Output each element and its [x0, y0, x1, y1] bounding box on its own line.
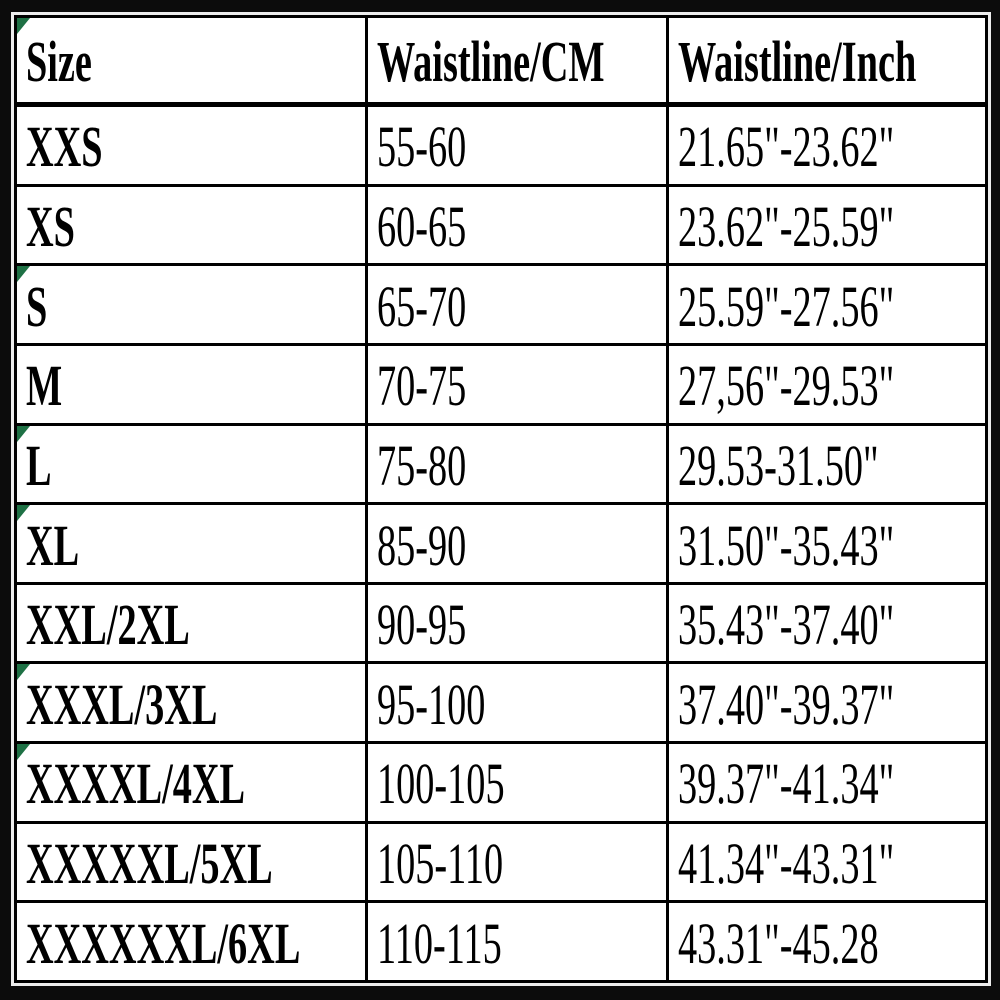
waistline-inch-value: 23.62"-25.59": [678, 194, 895, 260]
size-value: XL: [26, 512, 80, 578]
cell-size: XXS: [14, 103, 368, 187]
cell-size: XXXL/3XL: [14, 661, 368, 745]
table-row-xxs: XXS 55-60 21.65"-23.62": [14, 103, 988, 187]
waistline-cm-value: 90-95: [377, 592, 467, 658]
cell-waistline-cm: 65-70: [365, 263, 669, 347]
size-value: XXXXL/4XL: [26, 751, 246, 817]
cell-size: XS: [14, 183, 368, 267]
waistline-inch-value: 29.53-31.50": [678, 432, 879, 498]
cell-waistline-inch: 35.43"-37.40": [666, 581, 988, 665]
cell-size: XXXXL/4XL: [14, 741, 368, 824]
column-header-waistline-cm: Waistline/CM: [365, 15, 669, 107]
waistline-inch-value: 27,56"-29.53": [678, 353, 895, 419]
waistline-cm-value: 70-75: [377, 353, 467, 419]
cell-flag-triangle-icon: [18, 427, 30, 442]
cell-waistline-cm: 100-105: [365, 741, 669, 824]
cell-waistline-cm: 75-80: [365, 422, 669, 506]
waistline-inch-value: 37.40"-39.37": [678, 671, 895, 737]
cell-waistline-cm: 105-110: [365, 820, 669, 904]
cell-size: XXXXXL/5XL: [14, 820, 368, 904]
cell-waistline-inch: 31.50"-35.43": [666, 502, 988, 585]
column-header-size-label: Size: [26, 29, 92, 94]
waistline-cm-value: 110-115: [377, 910, 502, 976]
cell-flag-triangle-icon: [18, 665, 30, 681]
table-row-6xl: XXXXXXL/6XL 110-115 43.31"-45.28: [14, 900, 988, 983]
table-row-4xl: XXXXL/4XL 100-105 39.37"-41.34": [14, 741, 988, 824]
cell-waistline-cm: 110-115: [365, 900, 669, 983]
table-header-row: Size Waistline/CM Waistline/Inch: [14, 15, 988, 107]
cell-size: XXL/2XL: [14, 581, 368, 665]
table-row-xl: XL 85-90 31.50"-35.43": [14, 502, 988, 585]
table-row-xs: XS 60-65 23.62"-25.59": [14, 183, 988, 267]
cell-flag-triangle-icon: [18, 745, 30, 761]
cell-waistline-inch: 41.34"-43.31": [666, 820, 988, 904]
waistline-inch-value: 41.34"-43.31": [678, 831, 895, 896]
column-header-size: Size: [14, 15, 368, 107]
cell-size: XXXXXXL/6XL: [14, 900, 368, 983]
table-row-s: S 65-70 25.59"-27.56": [14, 263, 988, 347]
cell-flag-triangle-icon: [18, 19, 30, 34]
table-row-l: L 75-80 29.53-31.50": [14, 422, 988, 506]
cell-waistline-inch: 37.40"-39.37": [666, 661, 988, 745]
waistline-inch-value: 21.65"-23.62": [678, 114, 895, 180]
waistline-cm-value: 55-60: [377, 114, 467, 180]
size-value: XXL/2XL: [26, 592, 190, 658]
cell-waistline-inch: 39.37"-41.34": [666, 741, 988, 824]
waistline-inch-value: 35.43"-37.40": [678, 592, 895, 658]
waistline-cm-value: 95-100: [377, 671, 486, 737]
column-header-waistline-cm-label: Waistline/CM: [377, 29, 605, 94]
table-row-m: M 70-75 27,56"-29.53": [14, 343, 988, 426]
cell-waistline-inch: 23.62"-25.59": [666, 183, 988, 267]
cell-flag-triangle-icon: [18, 506, 30, 522]
size-value: L: [26, 432, 52, 498]
cell-waistline-cm: 70-75: [365, 343, 669, 426]
waistline-cm-value: 60-65: [377, 194, 467, 260]
size-chart-table: Size Waistline/CM Waistline/Inch XXS 55-…: [14, 15, 988, 983]
cell-size: L: [14, 422, 368, 506]
column-header-waistline-inch: Waistline/Inch: [666, 15, 988, 107]
waistline-cm-value: 100-105: [377, 751, 505, 817]
waistline-cm-value: 75-80: [377, 432, 467, 498]
cell-size: M: [14, 343, 368, 426]
cell-waistline-inch: 25.59"-27.56": [666, 263, 988, 347]
cell-waistline-cm: 90-95: [365, 581, 669, 665]
waistline-cm-value: 65-70: [377, 273, 467, 339]
cell-waistline-cm: 95-100: [365, 661, 669, 745]
cell-size: XL: [14, 502, 368, 585]
cell-waistline-cm: 60-65: [365, 183, 669, 267]
cell-size: S: [14, 263, 368, 347]
column-header-waistline-inch-label: Waistline/Inch: [678, 29, 917, 94]
cell-waistline-cm: 55-60: [365, 103, 669, 187]
size-value: XS: [26, 194, 75, 260]
cell-waistline-inch: 21.65"-23.62": [666, 103, 988, 187]
cell-waistline-inch: 43.31"-45.28: [666, 900, 988, 983]
cell-waistline-inch: 27,56"-29.53": [666, 343, 988, 426]
waistline-inch-value: 25.59"-27.56": [678, 273, 895, 339]
waistline-inch-value: 43.31"-45.28: [678, 910, 879, 976]
table-row-3xl: XXXL/3XL 95-100 37.40"-39.37": [14, 661, 988, 745]
table-row-2xl: XXL/2XL 90-95 35.43"-37.40": [14, 581, 988, 665]
waistline-cm-value: 105-110: [377, 831, 504, 896]
waistline-inch-value: 31.50"-35.43": [678, 512, 895, 578]
cell-flag-triangle-icon: [18, 267, 30, 283]
size-value: XXXXXXL/6XL: [26, 910, 301, 976]
cell-waistline-inch: 29.53-31.50": [666, 422, 988, 506]
size-value: S: [26, 273, 48, 339]
size-chart: Size Waistline/CM Waistline/Inch XXS 55-…: [14, 15, 988, 983]
table-row-5xl: XXXXXL/5XL 105-110 41.34"-43.31": [14, 820, 988, 904]
waistline-cm-value: 85-90: [377, 512, 467, 578]
waistline-inch-value: 39.37"-41.34": [678, 751, 895, 817]
size-value: XXS: [26, 114, 103, 180]
size-value: M: [26, 353, 63, 419]
size-value: XXXXXL/5XL: [26, 831, 273, 896]
cell-waistline-cm: 85-90: [365, 502, 669, 585]
size-value: XXXL/3XL: [26, 671, 218, 737]
